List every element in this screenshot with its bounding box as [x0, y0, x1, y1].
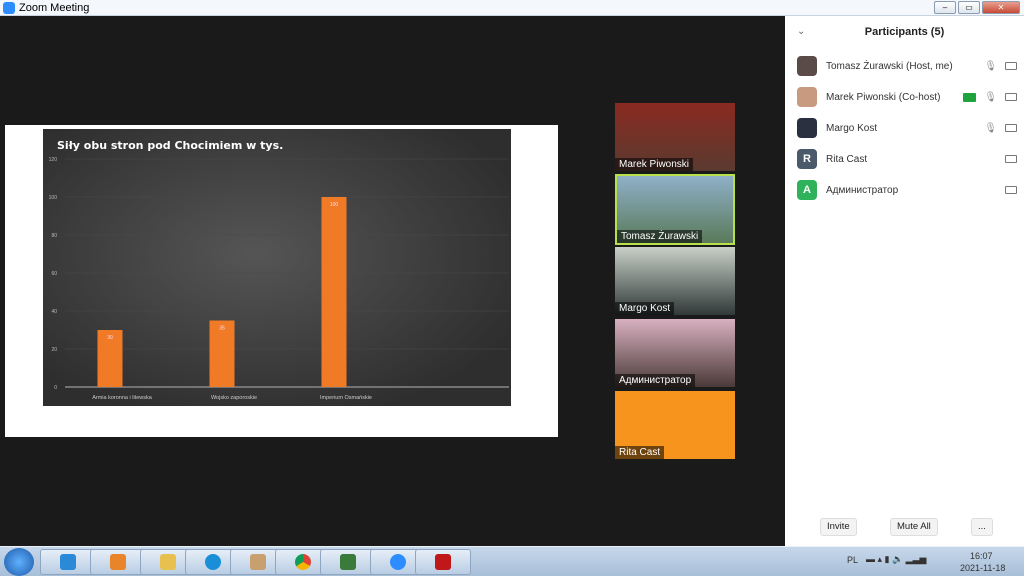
invite-button[interactable]: Invite — [820, 518, 857, 536]
bar — [321, 197, 347, 387]
window-title: Zoom Meeting — [19, 1, 90, 14]
microphone-icon[interactable]: 🎙 — [984, 91, 997, 103]
participant-name: Marek Piwonski (Co-host) — [826, 91, 941, 103]
participants-panel: ⌄ Participants (5) Tomasz Żurawski (Host… — [785, 16, 1024, 546]
y-tick-label: 0 — [54, 385, 57, 391]
avatar — [797, 56, 817, 76]
y-tick-label: 40 — [51, 309, 57, 315]
video-tile[interactable]: Margo Kost — [615, 247, 735, 315]
video-name: Marek Piwonski — [615, 158, 694, 171]
title-bar: Zoom Meeting – ▭ ✕ — [0, 0, 1024, 16]
chart-title: Siły obu stron pod Chocimiem w tys. — [57, 139, 283, 152]
bar — [97, 330, 123, 387]
participant-row[interactable]: Marek Piwonski (Co-host) 🎙 — [797, 86, 1017, 108]
video-name: Tomasz Żurawski — [617, 230, 703, 243]
camera-icon[interactable] — [1005, 93, 1017, 101]
maximize-button[interactable]: ▭ — [958, 1, 980, 14]
more-button[interactable]: ... — [971, 518, 993, 536]
video-tile[interactable]: Marek Piwonski — [615, 103, 735, 171]
microphone-icon[interactable]: 🎙 — [984, 122, 997, 134]
participant-row[interactable]: R Rita Cast — [797, 148, 1017, 170]
data-label: 100 — [330, 202, 339, 208]
participant-name: Tomasz Żurawski (Host, me) — [826, 60, 953, 72]
avatar — [797, 87, 817, 107]
video-name: Rita Cast — [615, 446, 665, 459]
x-tick-label: Imperium Osmańskie — [320, 395, 372, 401]
y-tick-label: 60 — [51, 271, 57, 277]
bar-chart: Siły obu stron pod Chocimiem w tys. 0 20 40… — [43, 129, 511, 406]
start-button[interactable] — [4, 548, 34, 576]
avatar — [797, 118, 817, 138]
avatar: A — [797, 180, 817, 200]
y-tick-label: 120 — [49, 157, 58, 163]
camera-icon[interactable] — [1005, 155, 1017, 163]
zoom-logo-icon — [3, 1, 15, 14]
avatar: R — [797, 149, 817, 169]
meeting-stage: Siły obu stron pod Chocimiem w tys. 0 20 40… — [0, 16, 785, 546]
shared-screen: Siły obu stron pod Chocimiem w tys. 0 20 40… — [5, 125, 558, 437]
participants-title: Participants (5) — [864, 26, 945, 38]
video-name: Администратор — [615, 374, 696, 387]
participant-name: Rita Cast — [826, 153, 868, 165]
camera-icon[interactable] — [1005, 62, 1017, 70]
participant-name: Margo Kost — [826, 122, 878, 134]
x-tick-label: Wojsko zaporoskie — [211, 395, 257, 401]
participant-name: Администратор — [826, 184, 899, 196]
clock-date[interactable]: 2021-11-18 — [960, 563, 1006, 573]
y-tick-label: 20 — [51, 347, 57, 353]
taskbar-ie[interactable] — [40, 549, 96, 575]
x-tick-label: Armia koronna i litewska — [92, 395, 153, 401]
clock-time[interactable]: 16:07 — [970, 551, 993, 561]
taskbar-app[interactable] — [320, 549, 376, 575]
minimize-button[interactable]: – — [934, 1, 956, 14]
collapse-chevron-icon[interactable]: ⌄ — [797, 26, 806, 37]
participant-row[interactable]: Margo Kost 🎙 — [797, 117, 1017, 139]
participant-row[interactable]: Tomasz Żurawski (Host, me) 🎙 — [797, 55, 1017, 77]
video-tile[interactable]: Администратор — [615, 319, 735, 387]
data-label: 35 — [219, 326, 225, 332]
video-name: Margo Kost — [615, 302, 675, 315]
participant-row[interactable]: A Администратор — [797, 179, 1017, 201]
taskbar-media[interactable] — [90, 549, 146, 575]
taskbar: PL ▬ ▴ ▮ 🔈 ▂▃▅ 16:07 2021-11-18 — [0, 546, 1024, 576]
tray-icons[interactable]: ▬ ▴ ▮ 🔈 ▂▃▅ — [866, 554, 927, 564]
mute-all-button[interactable]: Mute All — [890, 518, 938, 536]
taskbar-mcafee[interactable] — [415, 549, 471, 575]
close-button[interactable]: ✕ — [982, 1, 1020, 14]
data-label: 30 — [107, 335, 113, 341]
video-tile[interactable]: Rita Cast — [615, 391, 735, 459]
bar — [209, 320, 235, 387]
camera-icon[interactable] — [1005, 124, 1017, 132]
y-tick-label: 80 — [51, 233, 57, 239]
video-tile-active[interactable]: Tomasz Żurawski — [615, 174, 735, 245]
screen-share-icon — [963, 92, 977, 102]
camera-icon[interactable] — [1005, 186, 1017, 194]
y-tick-label: 100 — [49, 195, 58, 201]
language-indicator[interactable]: PL — [847, 555, 859, 565]
microphone-icon[interactable]: 🎙 — [984, 60, 997, 72]
